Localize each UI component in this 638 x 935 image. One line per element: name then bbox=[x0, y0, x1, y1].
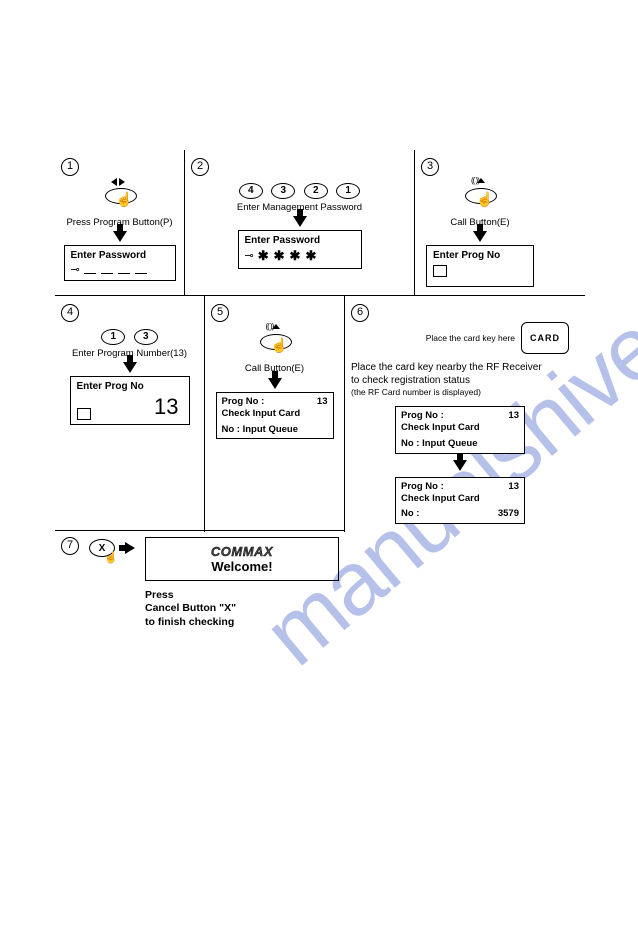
digit-2: 2 bbox=[304, 183, 328, 199]
digit-buttons: 1 3 bbox=[99, 326, 159, 345]
call-button-icon: (( )) ☝ bbox=[258, 326, 292, 360]
step-6: 6 Place the card key here CARD Place the… bbox=[345, 296, 575, 532]
step-number: 6 bbox=[351, 304, 369, 322]
step-3: 3 (( )) ☝ Call Button(E) Enter Prog No bbox=[415, 150, 545, 295]
instruction-grid: 1 ☝ Press Program Button(P) Enter Passwo… bbox=[55, 150, 585, 629]
cancel-button-icon: X☝ bbox=[89, 539, 115, 557]
digit-4: 4 bbox=[239, 183, 263, 199]
prog-display: Enter Prog No 13 bbox=[70, 376, 190, 425]
status-display: Prog No :13 Check Input Card No : Input … bbox=[216, 392, 334, 440]
place-hint: Place the card key here bbox=[426, 333, 515, 343]
digit-3: 3 bbox=[271, 183, 295, 199]
step-7: 7 X☝ COMMAX Welcome! Press Cancel Button… bbox=[55, 530, 345, 628]
arrow-down-icon bbox=[293, 216, 307, 227]
arrow-right-icon bbox=[125, 542, 135, 554]
digit-1: 1 bbox=[101, 329, 125, 345]
step-number: 4 bbox=[61, 304, 79, 322]
digit-buttons: 4 3 2 1 bbox=[237, 180, 362, 199]
arrow-down-icon bbox=[123, 362, 137, 373]
step-1: 1 ☝ Press Program Button(P) Enter Passwo… bbox=[55, 150, 185, 295]
digit-1: 1 bbox=[336, 183, 360, 199]
password-display: Enter Password ⊸ ✱✱✱✱ bbox=[238, 230, 362, 269]
step-number: 5 bbox=[211, 304, 229, 322]
password-display: Enter Password ⊸ bbox=[64, 245, 176, 281]
brand-label: COMMAX bbox=[154, 544, 330, 559]
row-2: 4 1 3 Enter Program Number(13) Enter Pro… bbox=[55, 296, 585, 532]
stack-icon bbox=[77, 408, 91, 420]
step-number: 2 bbox=[191, 158, 209, 176]
row-1: 1 ☝ Press Program Button(P) Enter Passwo… bbox=[55, 150, 585, 296]
step-description: Place the card key nearby the RF Receive… bbox=[351, 362, 569, 398]
status-display-2: Prog No :13 Check Input Card No :3579 bbox=[395, 477, 525, 525]
step-4: 4 1 3 Enter Program Number(13) Enter Pro… bbox=[55, 296, 205, 532]
status-display-1: Prog No :13 Check Input Card No : Input … bbox=[395, 406, 525, 454]
row-3: 7 X☝ COMMAX Welcome! Press Cancel Button… bbox=[55, 530, 585, 628]
arrow-down-icon bbox=[473, 231, 487, 242]
step-number: 3 bbox=[421, 158, 439, 176]
step-number: 7 bbox=[61, 537, 79, 555]
call-button-icon: (( )) ☝ bbox=[463, 180, 497, 214]
arrow-down-icon bbox=[268, 378, 282, 389]
step-number: 1 bbox=[61, 158, 79, 176]
prog-display: Enter Prog No bbox=[426, 245, 534, 287]
arrow-down-icon bbox=[113, 231, 127, 242]
finish-instruction: Press Cancel Button "X" to finish checki… bbox=[145, 589, 339, 628]
card-icon: CARD bbox=[521, 322, 569, 354]
step-5: 5 (( )) ☝ Call Button(E) Prog No :13 Che… bbox=[205, 296, 345, 532]
prog-value: 13 bbox=[154, 394, 182, 420]
key-icon: ⊸ bbox=[71, 263, 80, 276]
step-2: 2 4 3 2 1 Enter Management Password Ente… bbox=[185, 150, 415, 295]
welcome-label: Welcome! bbox=[154, 559, 330, 574]
program-button-icon: ☝ bbox=[103, 180, 137, 214]
arrow-down-icon bbox=[453, 460, 467, 471]
welcome-display: COMMAX Welcome! bbox=[145, 537, 339, 581]
key-icon: ⊸ bbox=[245, 249, 254, 262]
stack-icon bbox=[433, 265, 447, 277]
digit-3: 3 bbox=[134, 329, 158, 345]
